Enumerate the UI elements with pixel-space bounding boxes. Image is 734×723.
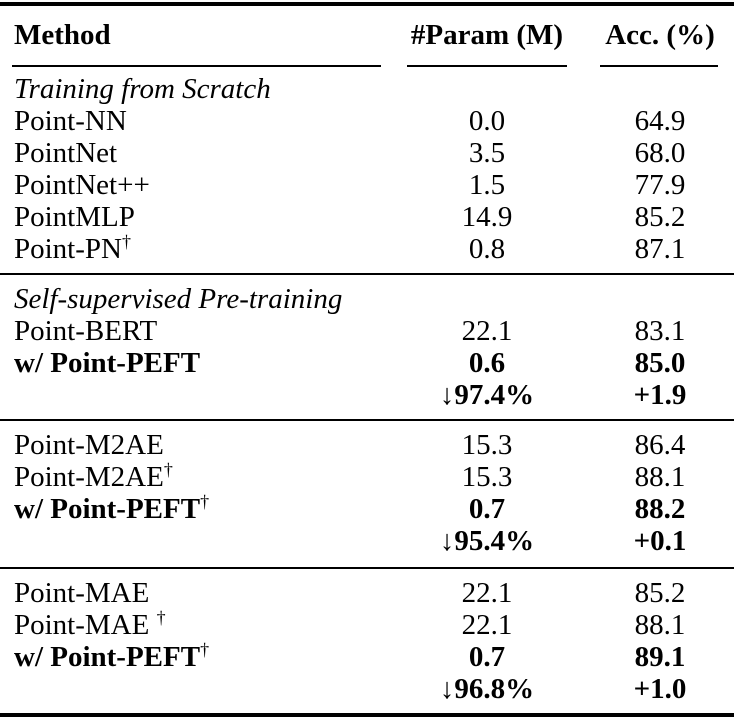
param-cell: 0.6 [468, 347, 506, 379]
method-column-underline [12, 65, 381, 67]
param-cell: 0.7 [468, 493, 506, 525]
dagger-superscript: † [121, 231, 131, 252]
acc-cell: 83.1 [634, 315, 686, 347]
param-column-underline [407, 65, 567, 67]
section-title: Self-supervised Pre-training [14, 283, 343, 315]
acc-cell: 86.4 [634, 429, 686, 461]
acc-cell: 87.1 [634, 233, 686, 265]
acc-gain-cell: +0.1 [633, 525, 687, 557]
down-arrow-icon: ↓ [439, 673, 455, 705]
dagger-superscript: † [200, 491, 210, 512]
acc-cell: 88.1 [634, 609, 686, 641]
acc-cell: 89.1 [634, 641, 686, 673]
table-row: Point-MAE 22.1 85.2 [14, 577, 720, 609]
method-cell [14, 525, 407, 557]
acc-cell: 85.2 [634, 201, 686, 233]
section-divider-rule [0, 419, 734, 421]
param-cell: 22.1 [461, 315, 513, 347]
acc-cell: 88.2 [634, 493, 686, 525]
method-cell: Point-PN† [14, 231, 131, 265]
method-cell: w/ Point-PEFT† [14, 491, 210, 525]
method-cell: Point-NN [14, 105, 127, 137]
method-cell [14, 673, 407, 705]
method-cell: w/ Point-PEFT† [14, 639, 210, 673]
table-row: PointNet 3.5 68.0 [14, 137, 720, 169]
section-divider-rule [0, 273, 734, 275]
method-cell: Point-M2AE† [14, 459, 173, 493]
method-cell: Point-MAE † [14, 607, 166, 641]
table-top-rule [0, 2, 734, 6]
param-cell: 1.5 [468, 169, 506, 201]
table-row: Point-BERT 22.1 83.1 [14, 315, 720, 347]
acc-cell: 64.9 [634, 105, 686, 137]
section-point-m2ae: Point-M2AE 15.3 86.4 Point-M2AE† 15.3 88… [14, 421, 720, 567]
param-cell: 22.1 [461, 609, 513, 641]
method-cell: w/ Point-PEFT [14, 347, 201, 379]
table-row-highlight: w/ Point-PEFT 0.6 85.0 [14, 347, 720, 379]
method-cell: PointNet [14, 137, 118, 169]
acc-gain-cell: +1.9 [633, 379, 687, 411]
table-row-delta: ↓95.4% +0.1 [14, 525, 720, 557]
param-cell: 22.1 [461, 577, 513, 609]
param-cell: 0.8 [468, 233, 506, 265]
col-header-param: #Param (M) [410, 19, 564, 51]
acc-cell: 77.9 [634, 169, 686, 201]
section-self-supervised: Self-supervised Pre-training Point-BERT … [14, 275, 720, 419]
header-underlines [12, 65, 720, 67]
table-row-highlight: w/ Point-PEFT† 0.7 89.1 [14, 639, 720, 673]
param-reduction-cell: ↓97.4% [439, 379, 535, 411]
dagger-superscript: † [163, 459, 173, 480]
param-reduction-cell: ↓95.4% [439, 525, 535, 557]
method-cell [14, 379, 407, 411]
method-cell: Point-M2AE [14, 429, 164, 461]
acc-cell: 88.1 [634, 461, 686, 493]
dagger-superscript: † [156, 607, 166, 628]
method-cell: PointMLP [14, 201, 135, 233]
param-reduction-cell: ↓96.8% [439, 673, 535, 705]
table-row: Point-MAE † 22.1 88.1 [14, 607, 720, 641]
method-cell: Point-MAE [14, 577, 150, 609]
table-row: Point-PN† 0.8 87.1 [14, 231, 720, 265]
col-header-method: Method [14, 19, 111, 51]
acc-cell: 85.0 [634, 347, 686, 379]
table-row-highlight: w/ Point-PEFT† 0.7 88.2 [14, 491, 720, 525]
section-training-from-scratch: Training from Scratch Point-NN 0.0 64.9 … [14, 67, 720, 273]
col-header-acc: Acc. (%) [605, 19, 715, 51]
acc-column-underline [600, 65, 718, 67]
param-cell: 3.5 [468, 137, 506, 169]
method-cell: PointNet++ [14, 169, 150, 201]
table-row: Point-M2AE 15.3 86.4 [14, 429, 720, 461]
table-bottom-rule [0, 713, 734, 717]
section-divider-rule [0, 567, 734, 569]
table-row: Point-M2AE† 15.3 88.1 [14, 459, 720, 493]
dagger-superscript: † [200, 639, 210, 660]
param-cell: 15.3 [461, 461, 513, 493]
param-cell: 14.9 [461, 201, 513, 233]
param-cell: 15.3 [461, 429, 513, 461]
acc-cell: 85.2 [634, 577, 686, 609]
method-cell: Point-BERT [14, 315, 158, 347]
acc-gain-cell: +1.0 [633, 673, 687, 705]
table-header-row: Method #Param (M) Acc. (%) [14, 6, 720, 52]
table-row-delta: ↓97.4% +1.9 [14, 379, 720, 411]
table-row: PointNet++ 1.5 77.9 [14, 169, 720, 201]
section-point-mae: Point-MAE 22.1 85.2 Point-MAE † 22.1 88.… [14, 569, 720, 713]
table-row: PointMLP 14.9 85.2 [14, 201, 720, 233]
param-cell: 0.0 [468, 105, 506, 137]
down-arrow-icon: ↓ [439, 525, 455, 557]
param-cell: 0.7 [468, 641, 506, 673]
down-arrow-icon: ↓ [439, 379, 455, 411]
table-row-delta: ↓96.8% +1.0 [14, 673, 720, 705]
section-title: Training from Scratch [14, 73, 271, 105]
acc-cell: 68.0 [634, 137, 686, 169]
table-row: Point-NN 0.0 64.9 [14, 105, 720, 137]
